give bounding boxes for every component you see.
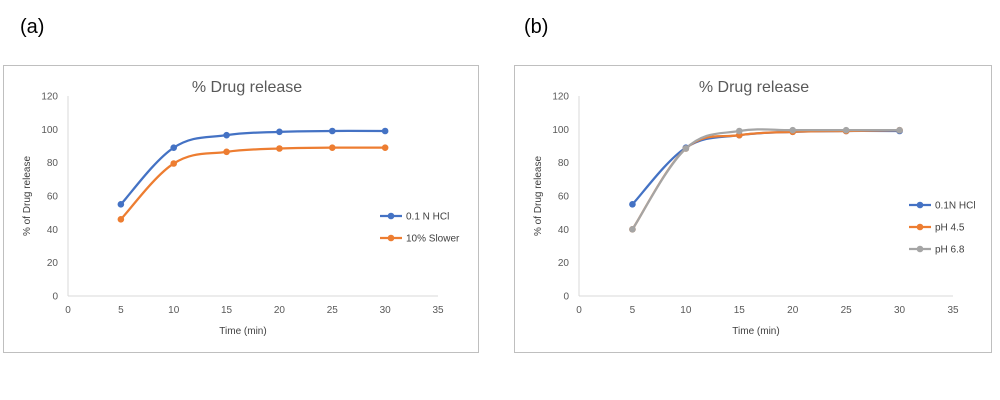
y-tick-label: 20 bbox=[47, 258, 59, 269]
series-line bbox=[631, 129, 901, 231]
legend-marker bbox=[916, 223, 924, 231]
x-axis-label: Time (min) bbox=[219, 326, 266, 337]
legend-marker bbox=[916, 201, 924, 209]
data-point bbox=[789, 126, 797, 134]
y-tick-label: 100 bbox=[41, 125, 58, 136]
series-line bbox=[119, 146, 387, 221]
x-tick-label: 5 bbox=[118, 305, 124, 316]
y-tick-label: 120 bbox=[552, 92, 569, 103]
x-tick-label: 35 bbox=[432, 305, 444, 316]
x-tick-label: 10 bbox=[680, 305, 692, 316]
legend-label: 10% Slower bbox=[406, 234, 460, 245]
x-tick-label: 20 bbox=[787, 305, 799, 316]
x-tick-label: 10 bbox=[168, 305, 180, 316]
y-tick-label: 20 bbox=[558, 258, 570, 269]
x-tick-label: 15 bbox=[221, 305, 233, 316]
data-point bbox=[735, 127, 743, 135]
data-point bbox=[629, 226, 636, 233]
x-tick-label: 25 bbox=[841, 305, 853, 316]
y-tick-label: 0 bbox=[52, 292, 58, 303]
data-point bbox=[117, 201, 125, 208]
data-point bbox=[682, 145, 690, 152]
chart-a-canvas: % Drug release 0 20 40 60 80 100 120 0 5 10 15 20 25 3… bbox=[22, 79, 460, 337]
data-point bbox=[381, 144, 389, 151]
data-point bbox=[896, 126, 903, 134]
y-tick-label: 100 bbox=[552, 125, 569, 136]
legend-label: 0.1N HCl bbox=[935, 201, 976, 212]
legend-marker bbox=[387, 212, 395, 220]
y-tick-label: 120 bbox=[41, 92, 58, 103]
x-tick-label: 0 bbox=[65, 305, 71, 316]
data-point bbox=[170, 144, 178, 151]
x-axis-label: Time (min) bbox=[732, 326, 779, 337]
series-line bbox=[119, 129, 387, 206]
y-tick-label: 40 bbox=[47, 225, 59, 236]
x-tick-label: 15 bbox=[734, 305, 746, 316]
chart-title: % Drug release bbox=[192, 79, 302, 96]
x-tick-label: 35 bbox=[947, 305, 959, 316]
x-tick-label: 20 bbox=[274, 305, 286, 316]
data-point bbox=[223, 131, 230, 139]
data-point bbox=[117, 216, 125, 223]
data-point bbox=[223, 148, 230, 156]
chart-title: % Drug release bbox=[699, 79, 809, 96]
legend-label: pH 4.5 bbox=[935, 223, 965, 234]
y-tick-label: 40 bbox=[558, 225, 570, 236]
data-point bbox=[381, 127, 389, 135]
y-tick-label: 80 bbox=[558, 158, 570, 169]
data-point bbox=[170, 160, 178, 167]
chart-b-canvas: % Drug release 0 20 40 60 80 100 120 0 5 10 15 20 25 3… bbox=[533, 79, 976, 337]
legend-label: pH 6.8 bbox=[935, 245, 965, 256]
legend-marker bbox=[387, 234, 395, 242]
series-line bbox=[631, 128, 901, 231]
panel-label-a: (a) bbox=[20, 16, 45, 38]
legend-marker bbox=[916, 245, 924, 253]
y-tick-label: 60 bbox=[47, 192, 59, 203]
y-tick-label: 60 bbox=[558, 192, 570, 203]
data-point bbox=[276, 145, 283, 152]
y-axis-label: % of Drug release bbox=[22, 156, 33, 236]
legend-label: 0.1 N HCl bbox=[406, 212, 449, 223]
x-tick-label: 0 bbox=[576, 305, 582, 316]
data-point bbox=[328, 127, 336, 135]
data-point bbox=[629, 201, 636, 208]
chart-a: % Drug release 0 20 40 60 80 100 120 0 5 10 15 20 25 3… bbox=[3, 65, 479, 353]
y-tick-label: 0 bbox=[563, 292, 569, 303]
y-tick-label: 80 bbox=[47, 158, 59, 169]
x-tick-label: 30 bbox=[380, 305, 392, 316]
y-axis-label: % of Drug release bbox=[533, 156, 544, 236]
data-point bbox=[328, 144, 336, 151]
data-point bbox=[276, 128, 283, 136]
x-tick-label: 25 bbox=[327, 305, 339, 316]
series-line bbox=[631, 129, 901, 206]
panel-label-b: (b) bbox=[524, 16, 549, 38]
x-tick-label: 30 bbox=[894, 305, 906, 316]
chart-b: % Drug release 0 20 40 60 80 100 120 0 5 10 15 20 25 3… bbox=[514, 65, 992, 353]
data-point bbox=[842, 126, 850, 134]
x-tick-label: 5 bbox=[630, 305, 636, 316]
